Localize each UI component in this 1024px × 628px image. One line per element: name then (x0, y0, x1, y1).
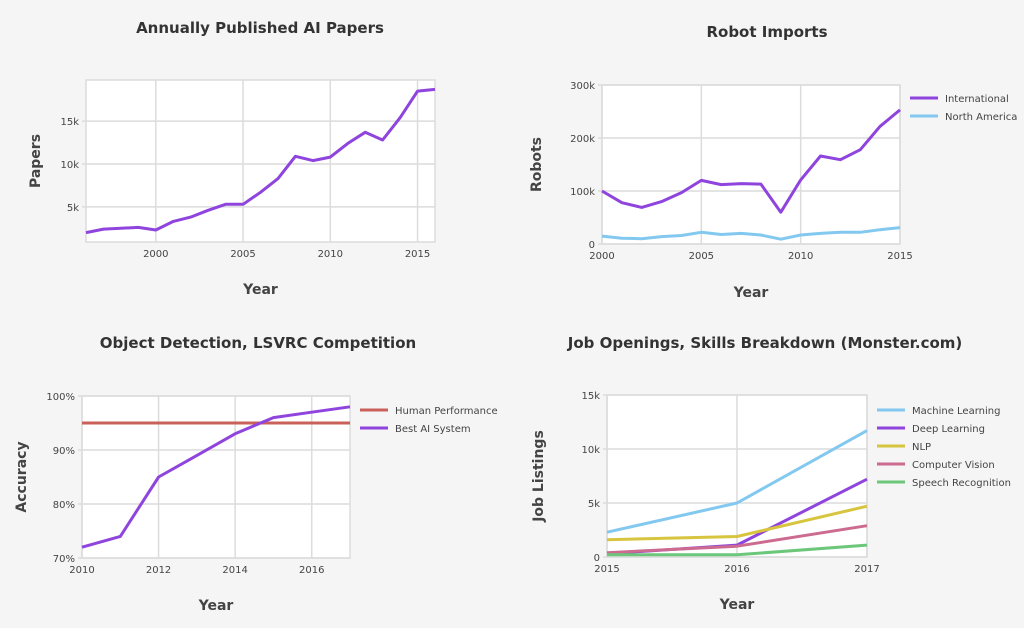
y-axis-title: Accuracy (14, 441, 30, 512)
y-tick-label: 5k (588, 499, 600, 510)
x-axis-title: Year (733, 285, 769, 301)
x-tick-label: 2015 (594, 564, 619, 575)
chart-title: Robot Imports (706, 23, 827, 41)
series-line-international (601, 108, 901, 214)
x-tick-label: 2000 (143, 249, 168, 260)
x-tick-label: 2014 (222, 565, 247, 576)
x-tick-label: 2010 (69, 565, 94, 576)
x-tick-label: 2016 (299, 565, 324, 576)
x-tick-label: 2016 (724, 564, 749, 575)
x-tick-label: 2010 (318, 249, 343, 260)
x-tick-label: 2017 (854, 564, 879, 575)
y-tick-label: 100k (570, 187, 595, 198)
legend-label: Speech Recognition (912, 478, 1011, 489)
y-tick-label: 15k (581, 391, 600, 402)
y-tick-label: 200k (570, 134, 595, 145)
x-tick-label: 2015 (887, 251, 912, 262)
x-tick-label: 2015 (405, 249, 430, 260)
y-tick-label: 5k (67, 203, 79, 214)
series-line-computer-vision (606, 524, 868, 555)
legend-label: International (945, 94, 1009, 105)
y-tick-label: 0 (589, 240, 595, 251)
legend-label: Best AI System (395, 424, 471, 435)
y-axis-title: Papers (28, 134, 44, 188)
y-tick-label: 10k (581, 445, 600, 456)
x-axis-title: Year (242, 282, 278, 298)
chart-title: Object Detection, LSVRC Competition (100, 334, 416, 352)
y-tick-label: 0 (594, 553, 600, 564)
y-axis-title: Robots (529, 137, 545, 192)
x-tick-label: 2012 (146, 565, 171, 576)
series-line-speech-recognition (607, 543, 868, 557)
x-axis-title: Year (198, 598, 234, 614)
chart-title: Job Openings, Skills Breakdown (Monster.… (567, 334, 963, 352)
x-tick-label: 2005 (230, 249, 255, 260)
legend-label: Computer Vision (912, 460, 995, 471)
x-tick-label: 2005 (689, 251, 714, 262)
y-tick-label: 10k (60, 160, 79, 171)
series-line-machine-learning (606, 429, 868, 534)
chart-0: 2000 2005 2010 2015 5k 10k 15k Annually Publish… (28, 19, 436, 298)
y-tick-label: 70% (53, 554, 75, 565)
chart-1: 2000 2005 2010 2015 0 100k 200k 300k Internation… (529, 23, 1017, 301)
legend-label: NLP (912, 442, 931, 453)
legend-label: Deep Learning (912, 424, 985, 435)
x-tick-label: 2010 (788, 251, 813, 262)
chart-2: 2010 2012 2014 2016 70% 80% 90% 100% Human Perfo… (14, 334, 498, 614)
series-line-best-ai-system (81, 405, 351, 549)
y-tick-label: 90% (53, 446, 75, 457)
legend-label: Machine Learning (912, 406, 1000, 417)
y-tick-label: 300k (570, 81, 595, 92)
y-tick-label: 15k (60, 117, 79, 128)
x-tick-label: 2000 (589, 251, 614, 262)
series-line-north-america (601, 226, 901, 241)
y-tick-label: 80% (53, 500, 75, 511)
chart-3: 2015 2016 2017 0 5k 10k 15k Machine Learning Dee… (531, 334, 1011, 613)
series-line-nlp (606, 504, 868, 542)
plot-area (601, 84, 901, 245)
plot-area (85, 79, 436, 243)
legend-label: Human Performance (395, 406, 498, 417)
x-axis-title: Year (719, 597, 755, 613)
legend-label: North America (945, 112, 1017, 123)
chart-title: Annually Published AI Papers (136, 19, 384, 37)
series-line-papers (85, 87, 436, 235)
y-tick-label: 100% (46, 392, 75, 403)
y-axis-title: Job Listings (531, 430, 547, 523)
